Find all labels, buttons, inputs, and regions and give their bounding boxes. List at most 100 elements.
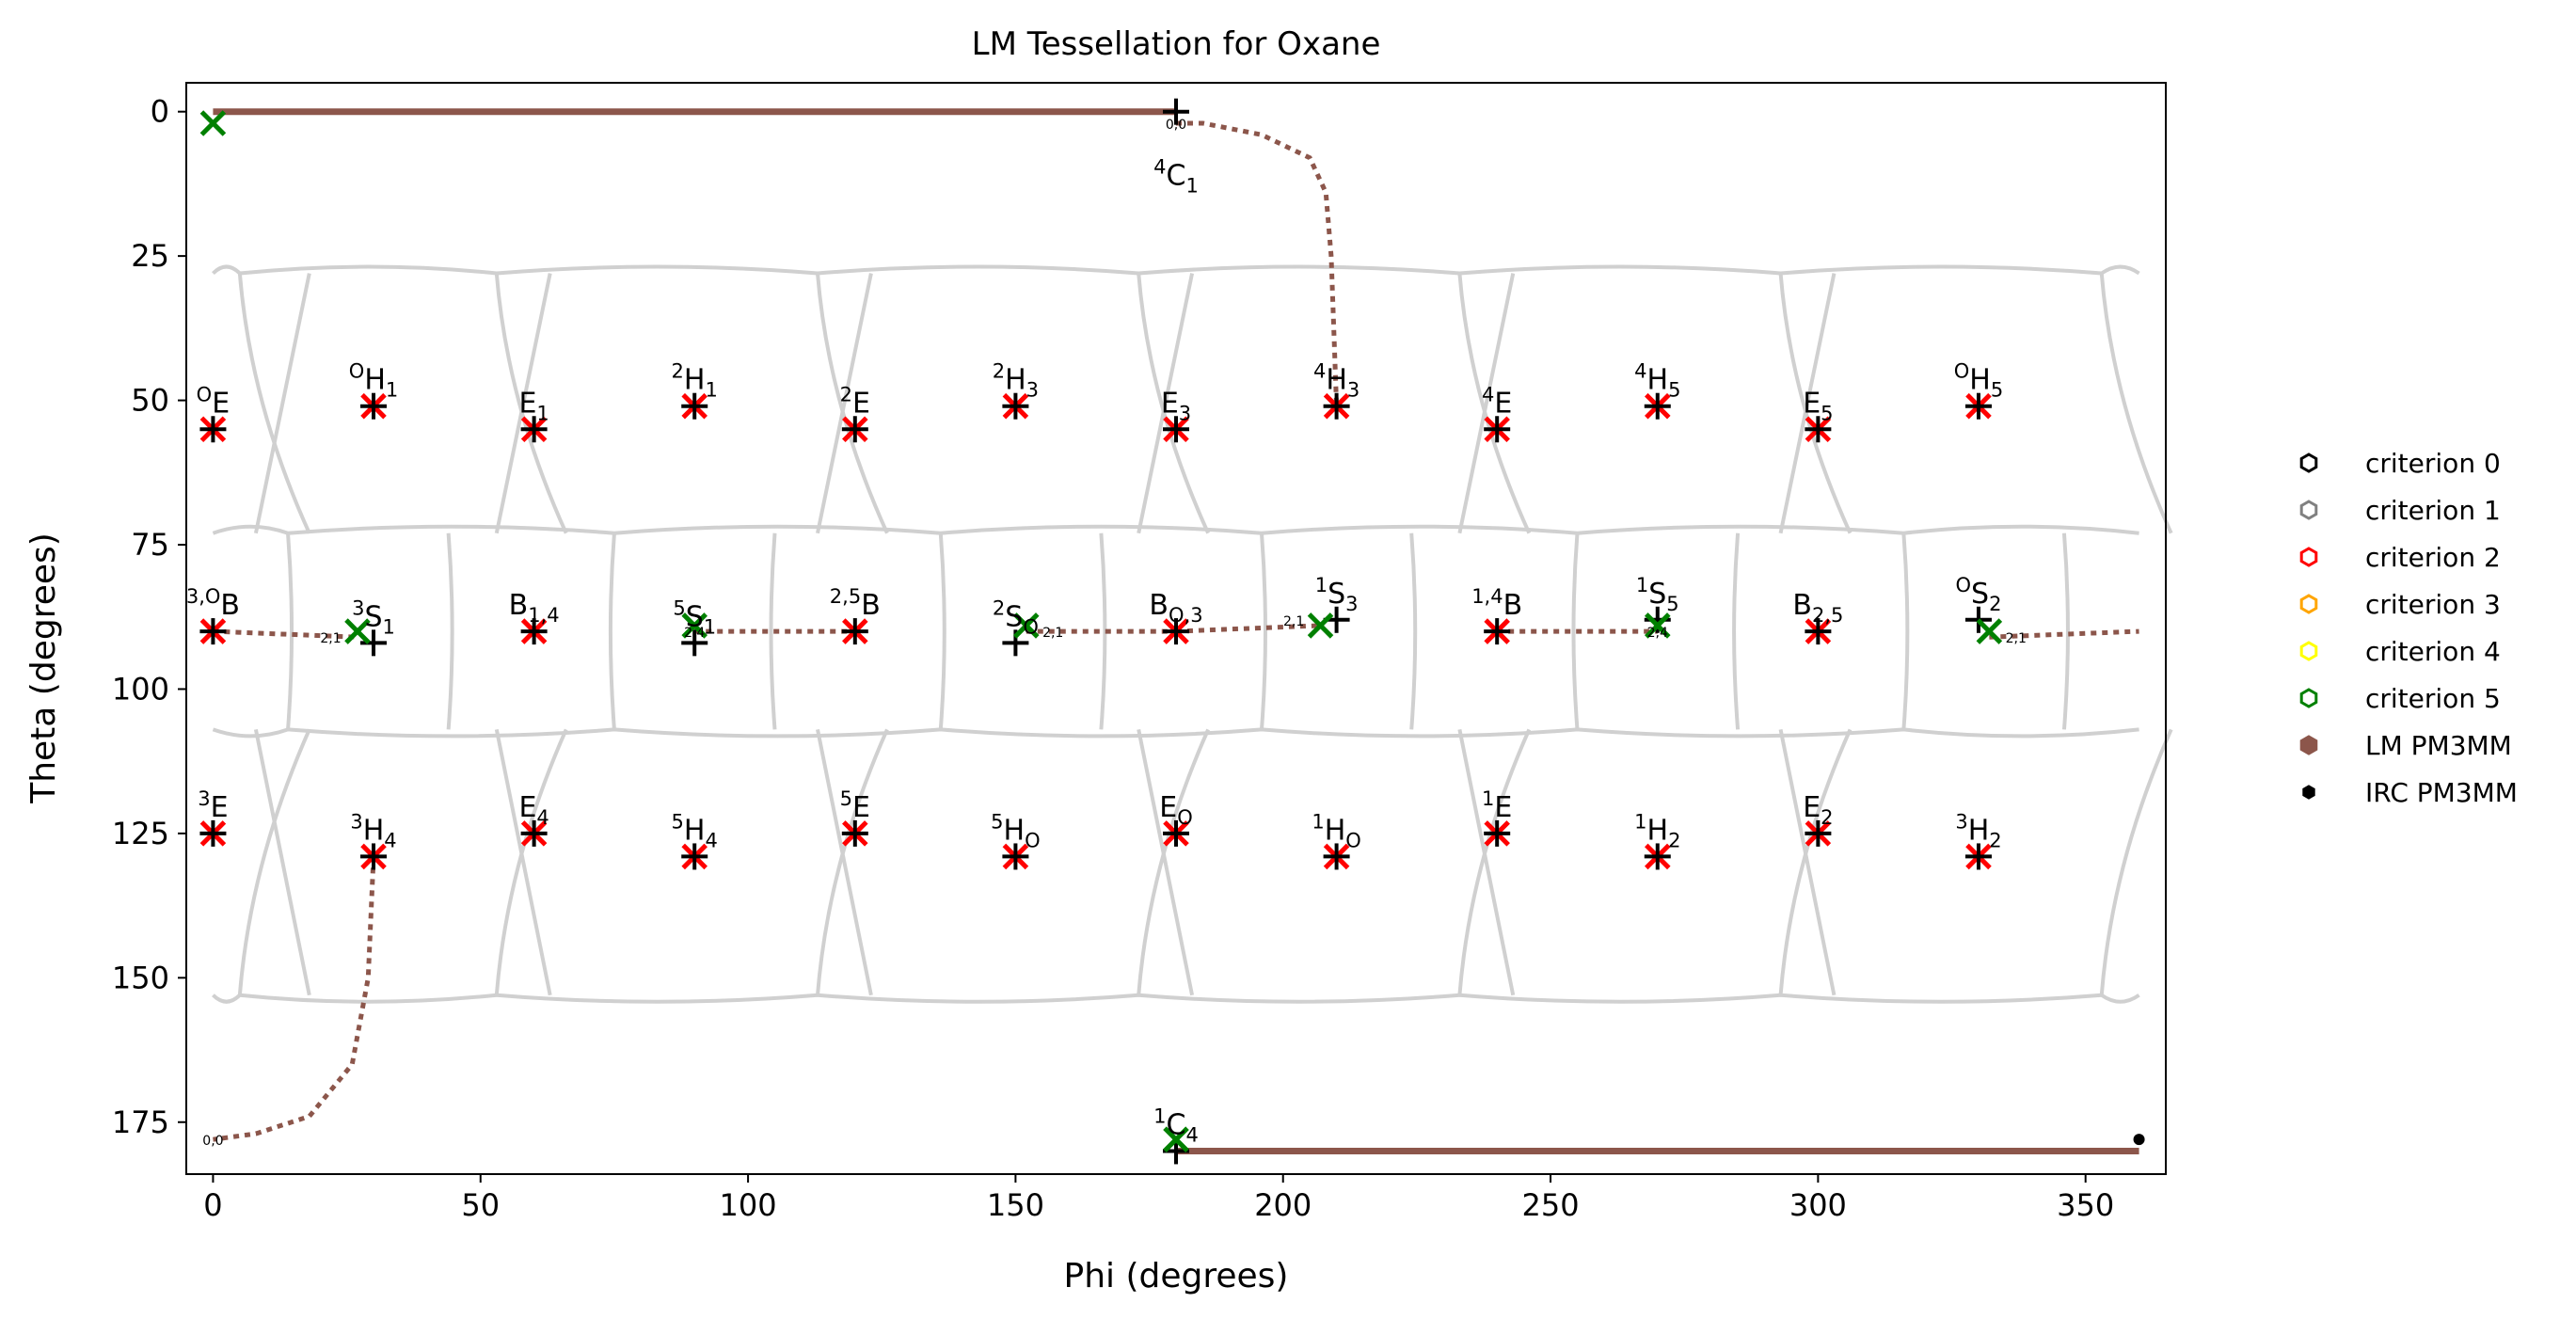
tessellation-edge <box>1137 273 1195 534</box>
lm-paths <box>213 108 2139 1154</box>
tessellation-edge <box>494 729 552 996</box>
reference-label: 4E <box>1482 383 1512 420</box>
tessellation-edge <box>1778 273 1852 534</box>
label-main: E <box>518 387 536 420</box>
reference-point <box>1002 843 1029 870</box>
label-superscript: 2 <box>993 596 1005 619</box>
y-tick-label: 0 <box>151 94 169 130</box>
criterion5-point-stroke <box>1976 618 2003 644</box>
reference-point <box>1163 819 1189 847</box>
label-main: H <box>684 364 706 397</box>
tessellation-edge <box>1571 532 1580 730</box>
legend-label: criterion 0 <box>2365 448 2501 479</box>
tessellation-edge <box>1259 532 1267 730</box>
y-tick-label: 125 <box>112 816 169 851</box>
label-main: E <box>852 791 870 824</box>
label-superscript: 4 <box>1153 156 1166 179</box>
reference-point <box>841 416 868 443</box>
tessellation-edge <box>938 532 946 730</box>
tessellation-edge <box>494 273 552 534</box>
label-main: E <box>211 791 229 824</box>
label-subscript: 1 <box>705 379 717 402</box>
x-tick-label: 50 <box>461 1187 500 1223</box>
reference-point <box>1805 819 1832 847</box>
reference-point <box>1805 416 1832 443</box>
reference-label: OH1 <box>349 360 398 402</box>
criterion5-point-stroke <box>1307 612 1334 639</box>
label-superscript: 1 <box>1634 810 1646 833</box>
path-annotation: 2,4 <box>684 626 705 641</box>
criterion5-point <box>1976 618 2003 644</box>
criterion5-point-stroke <box>344 618 371 644</box>
label-superscript: 4 <box>1482 383 1494 405</box>
label-subscript: 4 <box>536 806 549 829</box>
label-main: E <box>852 387 870 420</box>
label-superscript: 1 <box>1312 810 1324 833</box>
label-main: B <box>220 589 240 622</box>
criterion5-point-stroke <box>199 110 227 136</box>
label-superscript: 3 <box>198 787 210 810</box>
y-tick-label: 150 <box>112 960 169 995</box>
tessellation-edge <box>769 532 777 730</box>
legend-marker <box>2299 688 2318 708</box>
label-superscript: O <box>1955 574 1971 596</box>
reference-point <box>1484 618 1511 645</box>
reference-label: B1,4 <box>509 589 560 627</box>
label-subscript: 1 <box>704 615 716 638</box>
tessellation-edge <box>1099 532 1107 730</box>
label-subscript: O,3 <box>1169 604 1203 627</box>
tessellation-edge <box>1901 532 1910 730</box>
reference-point <box>681 629 708 657</box>
reference-label: 3H2 <box>1955 810 2001 851</box>
legend-marker <box>2299 500 2318 520</box>
tessellation-edge <box>1457 273 1532 534</box>
tessellation-edge <box>237 728 311 995</box>
y-tick-label: 75 <box>131 527 169 563</box>
path-annotation: 0,0 <box>1166 118 1186 133</box>
reference-point <box>681 392 708 420</box>
reference-label: 3H4 <box>350 810 396 851</box>
reference-label: 3,OB <box>186 585 240 622</box>
reference-point <box>199 618 227 645</box>
legend: criterion 0 criterion 1 criterion 2 criteri… <box>2299 448 2518 808</box>
reference-point <box>199 416 227 443</box>
tessellation-edge <box>816 728 889 995</box>
label-superscript: 1 <box>1636 574 1648 596</box>
label-superscript: O <box>1954 360 1970 383</box>
label-subscript: 3 <box>1345 593 1358 615</box>
label-superscript: 3 <box>1955 810 1967 833</box>
legend-label: LM PM3MM <box>2365 730 2512 761</box>
legend-marker <box>2299 453 2318 473</box>
plot-frame <box>185 82 2167 1175</box>
reference-point <box>1163 416 1189 443</box>
y-tick-label: 100 <box>112 671 169 707</box>
reference-point <box>1805 618 1832 645</box>
reference-label: 2SO <box>993 596 1039 638</box>
tessellation-edge <box>1457 728 1532 995</box>
legend-marker <box>2299 594 2318 614</box>
lm-path-dotted <box>1989 628 2139 640</box>
label-main: S <box>1005 600 1023 633</box>
label-subscript: 3 <box>1026 379 1039 402</box>
label-main: H <box>363 814 385 847</box>
label-subscript: 5 <box>1821 402 1833 424</box>
label-subscript: 1,4 <box>528 604 559 627</box>
tessellation-edge <box>2099 728 2173 995</box>
label-superscript: 3,O <box>186 585 221 608</box>
reference-label: E2 <box>1803 791 1833 829</box>
reference-point <box>841 819 868 847</box>
label-subscript: 1 <box>1185 175 1198 198</box>
reference-point <box>520 819 548 847</box>
criterion5-point <box>1645 612 1671 639</box>
label-main: H <box>1969 364 1991 397</box>
label-main: H <box>684 814 706 847</box>
tessellation-edge <box>1457 729 1516 996</box>
label-subscript: 1 <box>386 379 398 402</box>
label-superscript: 4 <box>1313 360 1326 383</box>
label-main: H <box>1325 814 1346 847</box>
label-main: S <box>365 600 383 633</box>
path-annotation: 0,0 <box>202 1134 223 1149</box>
label-main: E <box>1161 387 1179 420</box>
label-main: H <box>1004 814 1026 847</box>
